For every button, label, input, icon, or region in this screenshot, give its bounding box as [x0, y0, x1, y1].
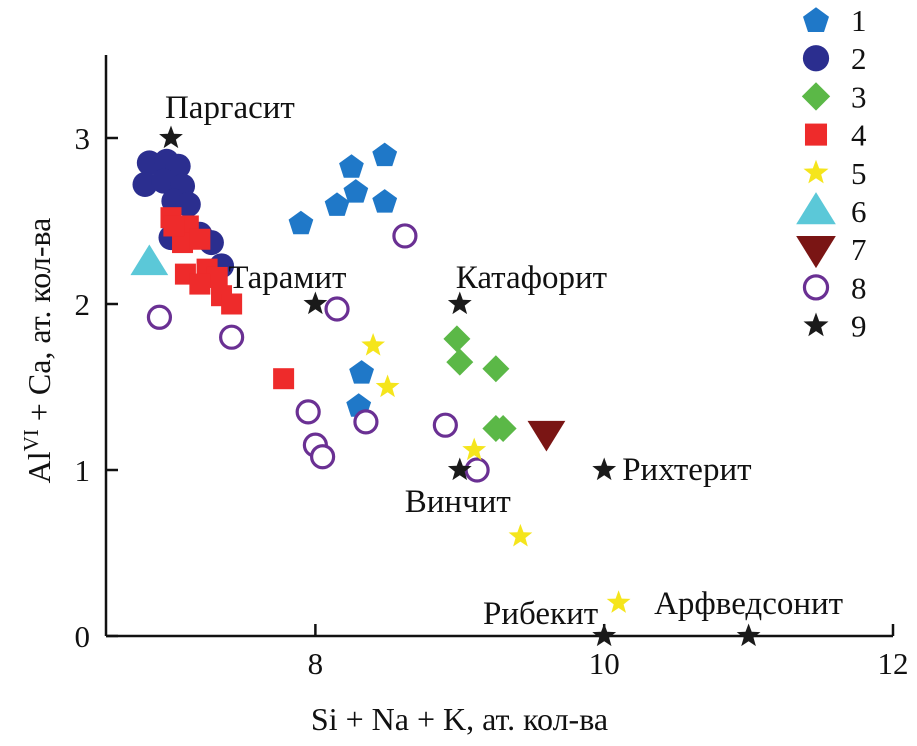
data-point-series-1: [372, 189, 398, 213]
annotation-label: Паргасит: [165, 90, 295, 126]
data-point-series-4: [189, 273, 211, 295]
data-point-series-8: [219, 324, 245, 350]
data-points: [130, 125, 761, 647]
y-axis-label-rest: + Ca, ат. кол-ва: [21, 218, 57, 430]
data-point-series-1: [288, 210, 314, 235]
annotation-label: Рихтерит: [622, 452, 751, 488]
data-point-series-4: [206, 266, 228, 288]
data-point-series-2: [132, 171, 158, 197]
data-point-series-3: [482, 355, 510, 383]
data-point-series-1: [343, 179, 369, 203]
annotation-label: Катафорит: [456, 260, 607, 296]
legend-label: 1: [851, 3, 867, 38]
data-point-series-8: [146, 304, 173, 330]
data-point-series-8: [324, 296, 350, 322]
y-axis-label-superscript: VI: [19, 429, 43, 451]
legend-label: 8: [851, 270, 867, 305]
data-point-series-4: [221, 293, 243, 315]
legend-marker-series-2: [802, 45, 830, 72]
data-point-series-8: [353, 409, 379, 435]
y-tick-label: 3: [75, 121, 91, 156]
x-tick-label: 12: [878, 646, 909, 681]
data-point-series-4: [163, 215, 185, 237]
y-tick-label: 1: [75, 453, 91, 488]
y-tick-label: 0: [75, 619, 91, 654]
data-point-series-3: [446, 348, 474, 376]
data-point-series-9: [736, 623, 761, 647]
x-tick-label: 10: [589, 646, 620, 681]
x-axis-label: Si + Na + K, ат. кол-ва: [311, 701, 608, 737]
axes: [104, 55, 893, 638]
annotation-label: Тарамит: [228, 260, 346, 296]
legend-marker-series-3: [801, 82, 831, 111]
legend-marker-series-7: [796, 235, 836, 269]
data-point-series-1: [372, 142, 398, 167]
data-point-series-4: [273, 368, 295, 390]
legend-marker-series-1: [803, 7, 829, 33]
data-point-series-4: [189, 228, 211, 250]
legend-label: 5: [851, 156, 867, 191]
data-point-series-9: [592, 623, 617, 647]
y-ticks: 0 1 2 3: [75, 121, 118, 654]
data-point-series-5: [508, 523, 533, 547]
legend-marker-series-6: [796, 192, 836, 225]
data-point-series-9: [303, 291, 328, 315]
data-point-series-2: [151, 168, 177, 194]
data-point-series-1: [339, 154, 364, 178]
annotation-label: Арфведсонит: [654, 586, 843, 622]
data-point-series-3: [443, 325, 471, 353]
y-axis-label-main: Al: [21, 451, 57, 483]
mineral-annotations: Паргасит Тарамит Катафорит Винчит Рихтерит Ри…: [165, 90, 843, 632]
legend-label: 2: [851, 41, 867, 76]
legend-label: 4: [851, 118, 867, 153]
legend-label: 3: [851, 79, 867, 114]
annotation-label: Рибекит: [483, 596, 598, 632]
legend-marker-series-9: [803, 312, 829, 337]
data-point-series-2: [175, 191, 201, 217]
y-axis-label: AlVI + Ca, ат. кол-ва: [19, 218, 57, 484]
legend-marker-series-4: [804, 123, 828, 146]
data-point-series-5: [606, 590, 631, 613]
data-point-series-3: [489, 415, 517, 442]
data-point-series-8: [392, 223, 418, 249]
data-point-series-9: [447, 457, 472, 481]
y-tick-label: 2: [75, 287, 91, 322]
data-point-series-7: [527, 420, 566, 452]
data-point-series-8: [295, 399, 321, 425]
data-point-series-9: [592, 457, 617, 481]
legend-marker-series-8: [802, 274, 830, 301]
data-point-series-6: [130, 244, 169, 276]
legend-label: 6: [851, 194, 867, 229]
legend-label: 7: [851, 232, 867, 267]
data-point-series-9: [159, 125, 183, 149]
data-point-series-8: [432, 412, 458, 438]
legend-marker-series-5: [803, 159, 829, 184]
legend-label: 9: [851, 309, 867, 344]
annotation-label: Винчит: [405, 484, 511, 520]
x-tick-label: 8: [308, 646, 324, 681]
data-point-series-8: [464, 457, 490, 483]
data-point-series-1: [349, 360, 374, 384]
data-point-series-1: [324, 192, 350, 216]
data-point-series-8: [310, 444, 336, 470]
data-point-series-9: [447, 291, 472, 315]
data-point-series-5: [361, 333, 385, 356]
data-point-series-5: [375, 374, 400, 398]
data-point-series-4: [172, 232, 194, 254]
data-point-series-5: [462, 437, 487, 461]
